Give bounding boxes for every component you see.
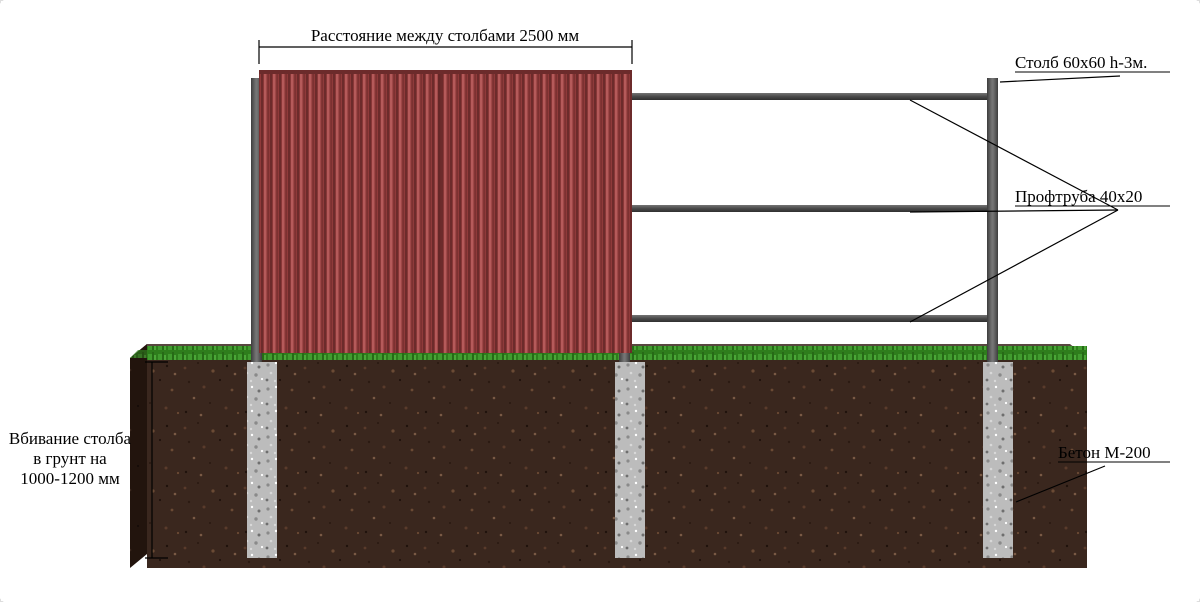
fence-panel — [259, 70, 632, 353]
callout-rail-label: Профтруба 40х20 — [1015, 187, 1142, 206]
burial-label-1: Вбивание столба — [9, 429, 132, 448]
burial-label-2: в грунт на — [33, 449, 107, 468]
callout-concrete-label: Бетон М-200 — [1058, 443, 1151, 462]
callout-post-label: Столб 60х60 h-3м. — [1015, 53, 1147, 72]
top-dimension-label: Расстояние между столбами 2500 мм — [311, 26, 580, 45]
fence-diagram: Расстояние между столбами 2500 мм Вбиван… — [0, 0, 1200, 602]
burial-label-3: 1000-1200 мм — [20, 469, 120, 488]
callout-post — [1000, 72, 1170, 82]
